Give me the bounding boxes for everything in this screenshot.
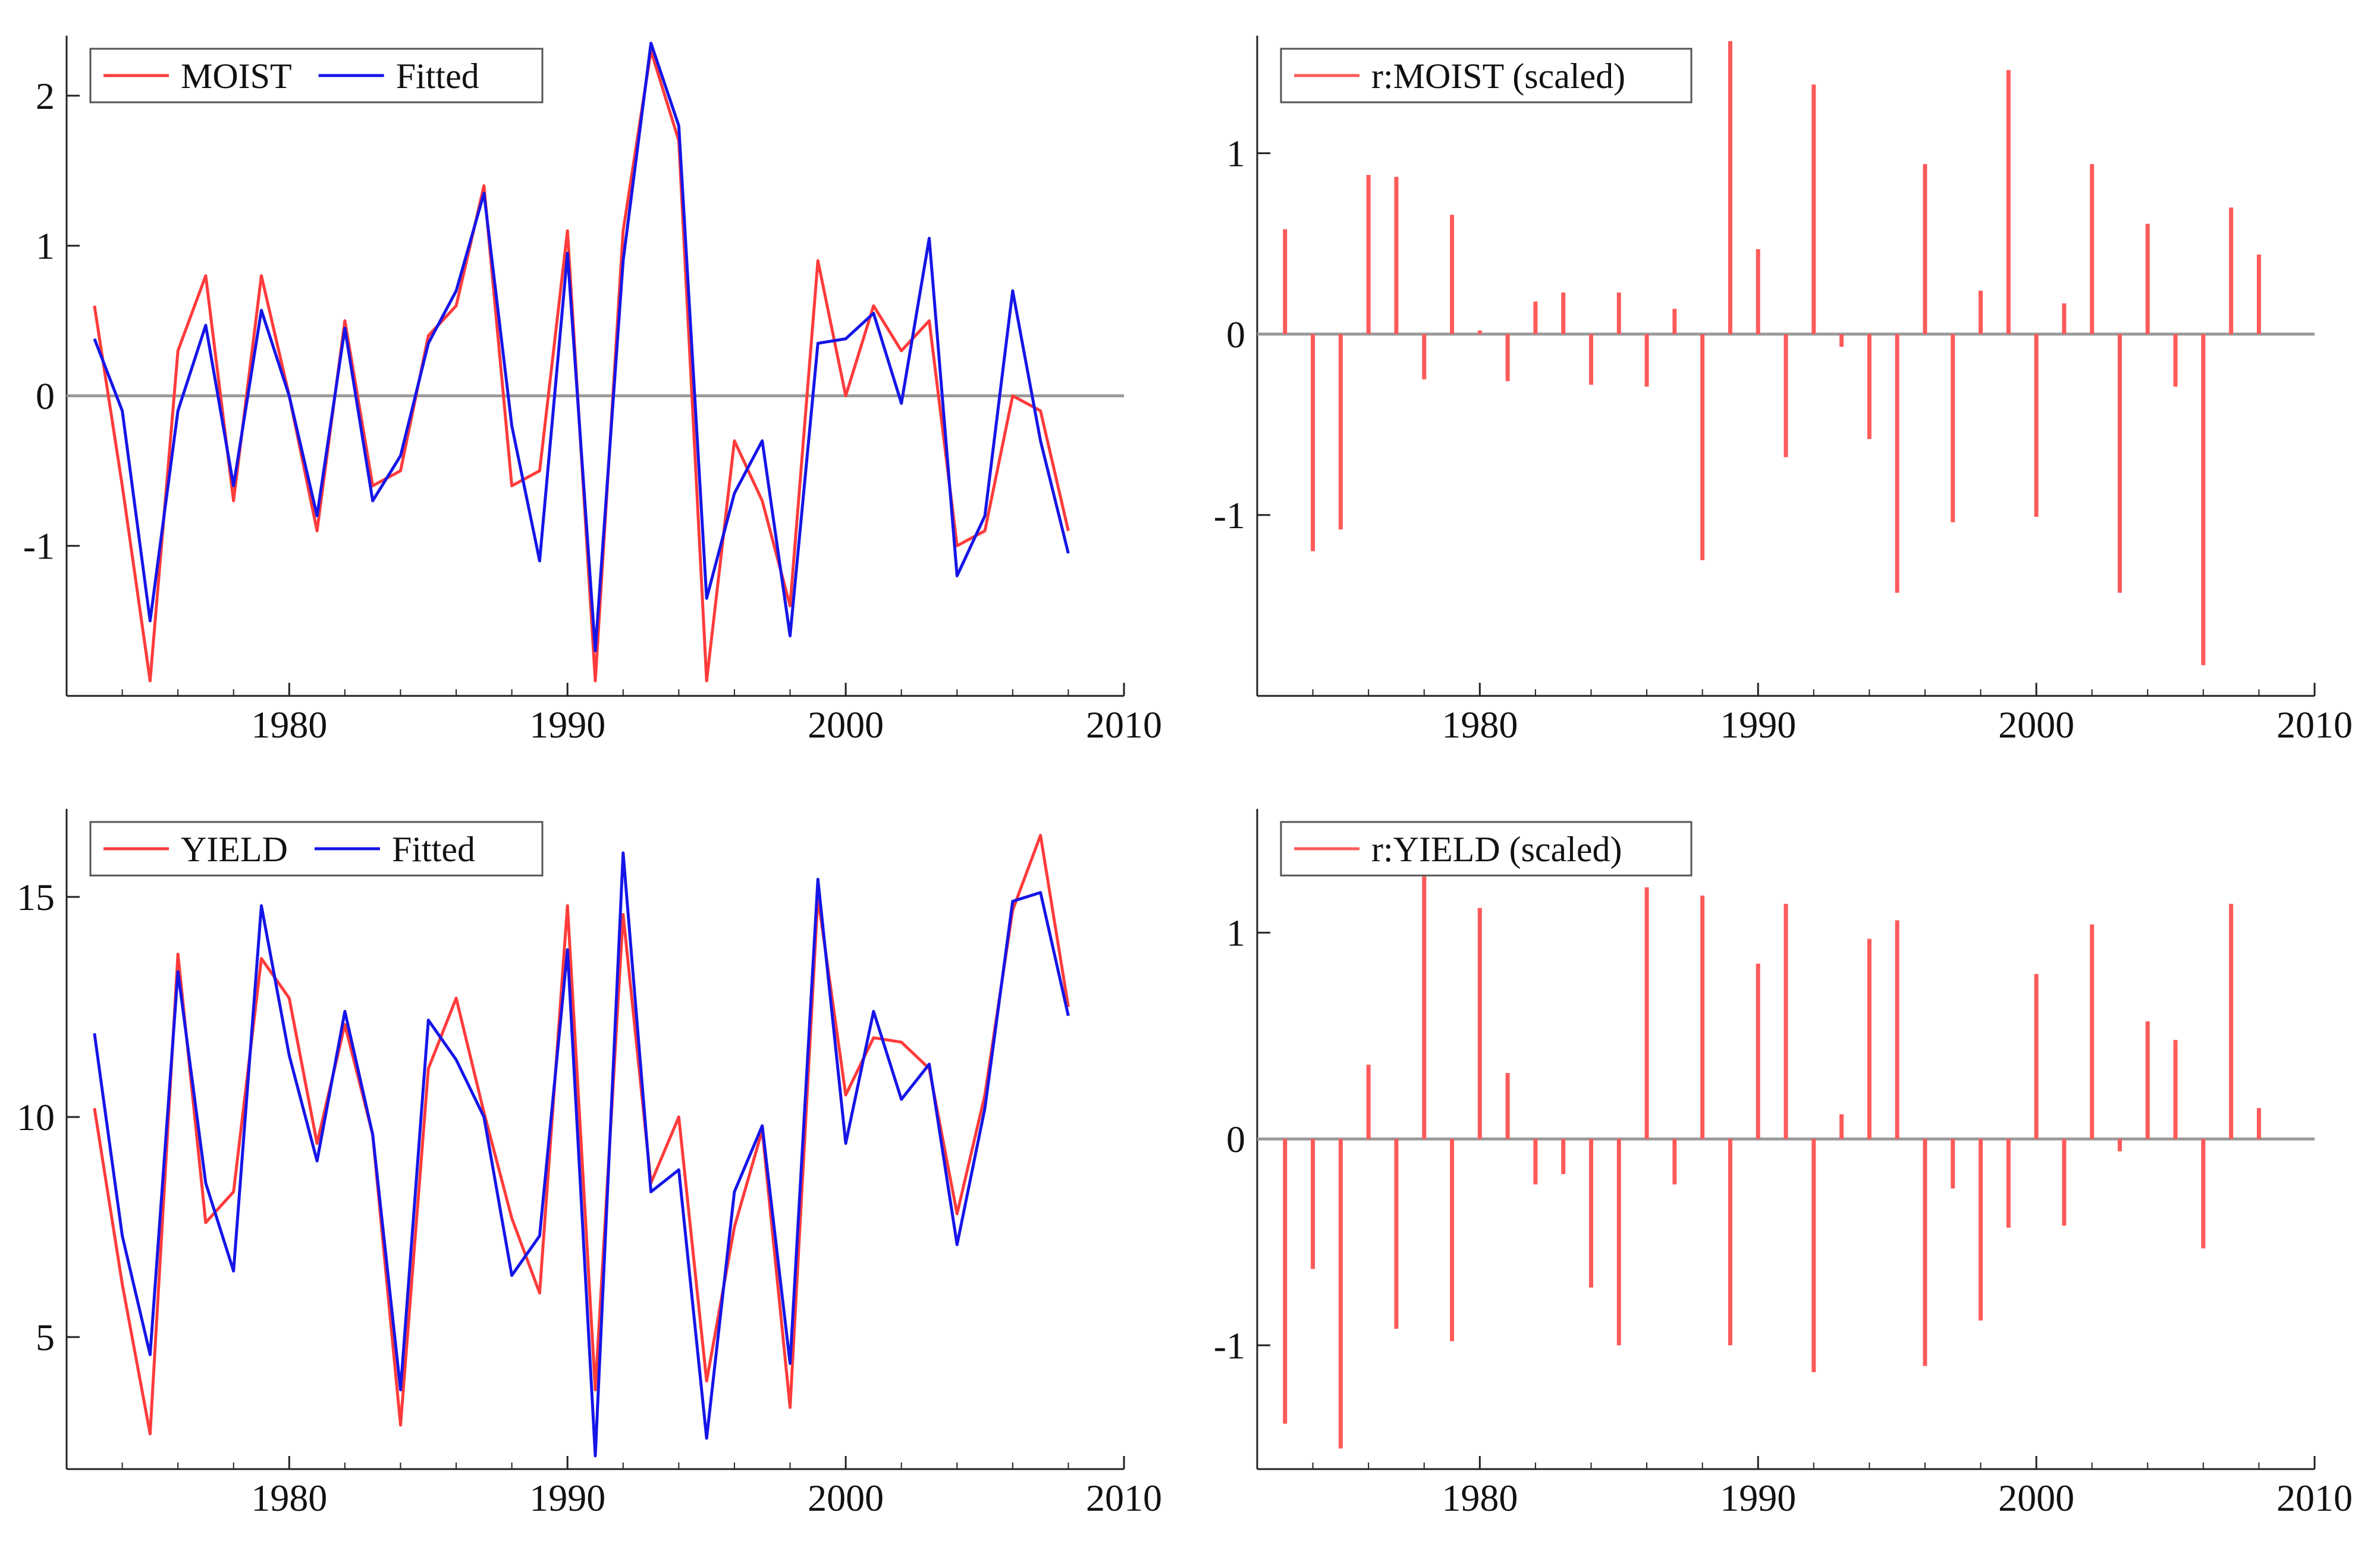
x-tick-label: 1990 xyxy=(529,704,605,746)
x-tick-label: 1980 xyxy=(251,1477,327,1519)
x-tick-label: 1990 xyxy=(529,1477,605,1519)
x-tick-label: 2010 xyxy=(2277,1477,2353,1519)
y-tick-label: 5 xyxy=(36,1316,55,1358)
y-tick-label: -1 xyxy=(23,525,55,567)
y-tick-label: 2 xyxy=(36,75,55,117)
panel-moist-fit: 1980 1990 2000 2010 -1 0 1 2 MOIST Fitted xyxy=(23,36,1162,746)
x-tick-label: 2000 xyxy=(1998,1477,2074,1519)
y-tick-label: -1 xyxy=(1214,1325,1245,1367)
x-tick-label: 1990 xyxy=(1720,704,1796,746)
y-tick-label: -1 xyxy=(1214,494,1245,536)
y-tick-label: 1 xyxy=(36,225,55,267)
x-tick-label: 2000 xyxy=(808,1477,884,1519)
legend-label: YIELD xyxy=(181,830,288,869)
series-line-yield xyxy=(93,833,1070,1436)
panel-moist-residual: 1980 1990 2000 2010 -1 0 1 r:MOIST (scaled) xyxy=(1214,36,2353,746)
x-tick-label: 1990 xyxy=(1720,1477,1796,1519)
x-tick-label: 1980 xyxy=(1442,1477,1518,1519)
legend-label: r:YIELD (scaled) xyxy=(1371,830,1622,869)
legend-label: Fitted xyxy=(392,830,475,869)
y-tick-label: 0 xyxy=(1226,313,1245,356)
x-tick-label: 2010 xyxy=(1086,704,1162,746)
series-line-fitted xyxy=(93,851,1070,1458)
y-tick-label: 0 xyxy=(36,375,55,417)
x-tick-label: 2010 xyxy=(1086,1477,1162,1519)
y-tick-label: 15 xyxy=(17,876,55,918)
x-tick-label: 2010 xyxy=(2277,704,2353,746)
legend-label: r:MOIST (scaled) xyxy=(1371,57,1625,96)
y-tick-label: 1 xyxy=(1226,133,1245,175)
panel-yield-fit: 1980 1990 2000 2010 5 10 15 YIELD Fitted xyxy=(17,809,1162,1519)
series-line-moist xyxy=(93,49,1070,683)
y-tick-label: 0 xyxy=(1226,1118,1245,1160)
y-tick-label: 1 xyxy=(1226,912,1245,954)
x-tick-label: 1980 xyxy=(1442,704,1518,746)
legend-label: Fitted xyxy=(396,57,479,96)
x-tick-label: 2000 xyxy=(1998,704,2074,746)
x-tick-label: 1980 xyxy=(251,704,327,746)
series-line-fitted xyxy=(93,42,1070,652)
legend-label: MOIST xyxy=(181,57,292,96)
y-tick-label: 10 xyxy=(17,1096,55,1138)
x-tick-label: 2000 xyxy=(808,704,884,746)
panel-yield-residual: 1980 1990 2000 2010 -1 0 1 r:YIELD (scaled) xyxy=(1214,809,2353,1519)
